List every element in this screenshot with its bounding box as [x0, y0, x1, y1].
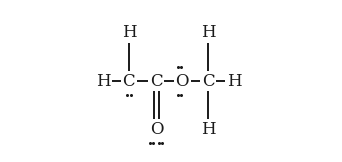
Text: H: H: [121, 24, 136, 41]
Text: H: H: [96, 73, 110, 89]
Text: C: C: [122, 73, 135, 89]
Text: H: H: [201, 121, 215, 138]
Text: O: O: [150, 121, 163, 138]
Text: C: C: [150, 73, 163, 89]
Text: C: C: [202, 73, 214, 89]
Text: H: H: [201, 24, 215, 41]
Text: O: O: [175, 73, 189, 89]
Text: H: H: [227, 73, 241, 89]
